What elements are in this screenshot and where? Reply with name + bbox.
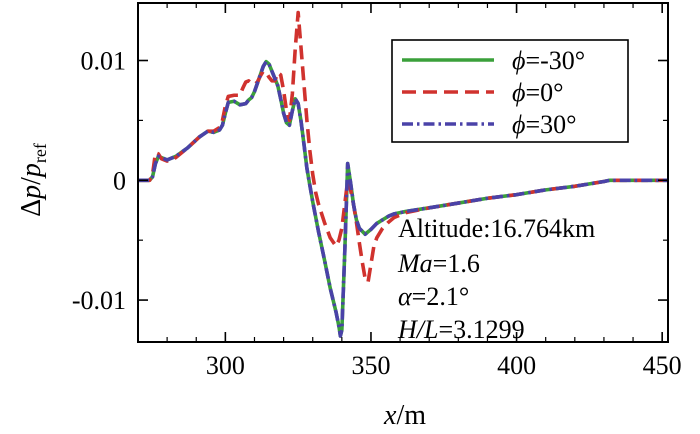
legend: ϕ=-30° ϕ=0° ϕ=30° bbox=[391, 39, 629, 143]
series-line-3 bbox=[138, 59, 668, 338]
x-axis-label: x/m bbox=[383, 400, 426, 431]
annotation-alpha-label: α bbox=[398, 282, 413, 311]
annotation-altitude-label: Altitude: bbox=[398, 214, 490, 243]
axis-ticks: 300 350 400 450 0.01 0 -0.01 bbox=[72, 3, 682, 380]
x-label-unit: /m bbox=[396, 400, 426, 431]
annotation-mach: Ma=1.6 bbox=[397, 249, 480, 278]
annotation-alpha: α=2.1° bbox=[398, 282, 469, 311]
plot-frame bbox=[137, 2, 669, 343]
plot-lines bbox=[138, 10, 668, 338]
x-tick-label: 300 bbox=[206, 351, 245, 380]
x-tick-label: 350 bbox=[351, 351, 390, 380]
legend-label-series-1: ϕ=-30° bbox=[512, 46, 585, 75]
y-label-denom: p bbox=[16, 163, 47, 179]
annotation-altitude-value: 16.764km bbox=[490, 214, 595, 243]
annotation-mach-value: =1.6 bbox=[433, 249, 480, 278]
y-tick-label: 0.01 bbox=[81, 46, 127, 75]
y-tick-label: -0.01 bbox=[72, 286, 126, 315]
x-tick-label: 450 bbox=[643, 351, 682, 380]
y-axis-label: Δp/pref bbox=[16, 143, 50, 217]
annotation-alpha-value: =2.1° bbox=[412, 282, 470, 311]
annotation-block: Altitude:16.764km Ma=1.6 α=2.1° H/L=3.12… bbox=[397, 214, 595, 344]
annotation-hl-value: =3.1299 bbox=[438, 315, 524, 344]
x-label-var: x bbox=[383, 400, 397, 431]
series-line-2 bbox=[138, 10, 668, 284]
annotation-hl: H/L=3.1299 bbox=[397, 315, 525, 344]
y-label-slash: / bbox=[16, 177, 47, 185]
legend-value-1: =-30° bbox=[525, 46, 585, 75]
legend-symbol-3: ϕ bbox=[512, 110, 525, 139]
legend-label-series-2: ϕ=0° bbox=[512, 78, 564, 107]
legend-symbol-2: ϕ bbox=[512, 78, 525, 107]
y-tick-label: 0 bbox=[113, 166, 126, 195]
legend-value-2: =0° bbox=[525, 78, 563, 107]
y-label-var: p bbox=[16, 185, 47, 201]
legend-value-3: =30° bbox=[525, 110, 576, 139]
legend-label-series-3: ϕ=30° bbox=[512, 110, 577, 139]
annotation-mach-label: Ma bbox=[397, 249, 433, 278]
x-tick-label: 400 bbox=[497, 351, 536, 380]
annotation-altitude: Altitude:16.764km bbox=[398, 214, 595, 243]
legend-symbol-1: ϕ bbox=[512, 46, 525, 75]
annotation-hl-label: H/L bbox=[397, 315, 438, 344]
y-label-sub: ref bbox=[30, 143, 50, 163]
y-label-delta: Δ bbox=[16, 199, 47, 217]
